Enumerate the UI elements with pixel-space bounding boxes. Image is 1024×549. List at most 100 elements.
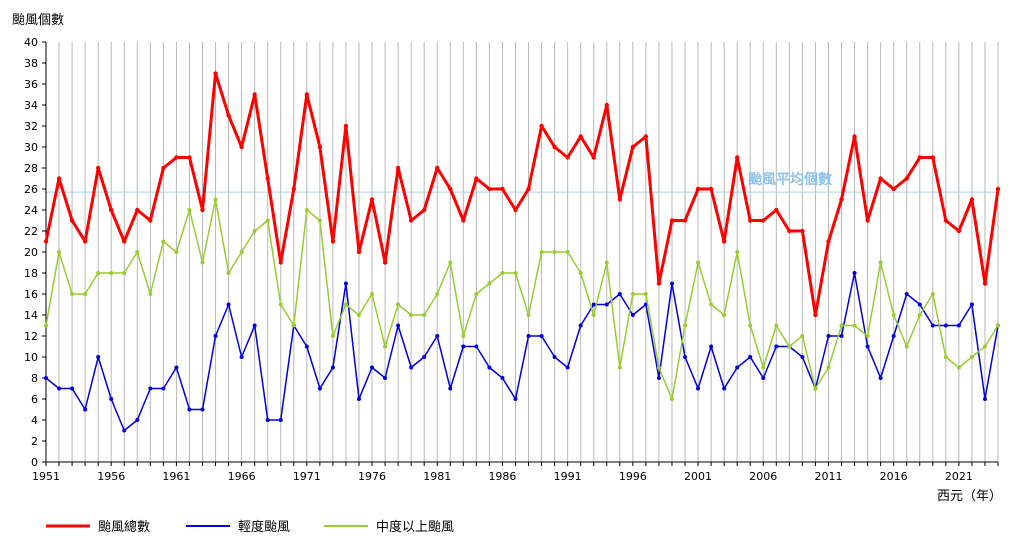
- data-point: [330, 365, 335, 370]
- data-point: [539, 250, 544, 254]
- data-point: [969, 355, 974, 359]
- data-point: [930, 323, 935, 328]
- series-line: [44, 72, 1000, 317]
- data-point: [370, 292, 375, 296]
- data-point: [891, 313, 896, 317]
- y-tick-label: 36: [24, 78, 38, 91]
- x-tick-label: 1956: [97, 470, 125, 483]
- data-point: [604, 302, 609, 307]
- data-point: [317, 218, 322, 223]
- x-tick-label: 1961: [162, 470, 190, 483]
- data-point: [474, 344, 479, 349]
- data-point: [500, 271, 505, 275]
- data-point: [969, 197, 975, 202]
- data-point: [826, 239, 831, 244]
- data-point: [526, 313, 531, 317]
- data-point: [56, 176, 62, 181]
- series-1: [43, 71, 1001, 318]
- data-point: [852, 271, 857, 275]
- data-point: [604, 102, 609, 108]
- data-point: [161, 165, 166, 171]
- data-point: [317, 386, 322, 391]
- data-point: [291, 186, 296, 192]
- data-point: [330, 334, 335, 338]
- data-point: [239, 355, 244, 359]
- data-point: [109, 207, 114, 213]
- data-point: [995, 186, 1001, 192]
- data-point: [95, 165, 101, 171]
- x-tick-label: 1966: [228, 470, 256, 483]
- data-point: [982, 281, 988, 286]
- data-point: [826, 334, 831, 338]
- data-point: [161, 239, 166, 244]
- data-point: [839, 197, 844, 202]
- data-point: [709, 302, 714, 307]
- y-tick-label: 12: [24, 330, 38, 343]
- data-point: [669, 397, 674, 401]
- data-point: [787, 344, 792, 349]
- x-tick-label: 1951: [32, 470, 60, 483]
- data-point: [565, 365, 570, 370]
- data-point: [917, 302, 922, 307]
- data-point: [891, 334, 896, 338]
- data-point: [787, 228, 792, 234]
- data-point: [213, 334, 218, 338]
- data-point: [82, 239, 88, 244]
- data-point: [500, 186, 505, 192]
- data-point: [174, 250, 179, 254]
- data-point: [265, 218, 270, 223]
- y-tick-label: 28: [24, 162, 38, 175]
- data-point: [356, 249, 362, 255]
- y-tick-label: 20: [24, 246, 38, 259]
- data-point: [604, 260, 609, 265]
- data-point: [722, 386, 727, 391]
- data-point: [200, 407, 205, 412]
- legend: 颱風總數 輕度颱風 中度以上颱風: [46, 519, 454, 535]
- data-point: [669, 218, 675, 223]
- x-tick-label: 2021: [945, 470, 973, 483]
- data-point: [969, 302, 974, 307]
- data-point: [904, 176, 909, 181]
- data-point: [630, 292, 635, 296]
- x-tick-label: 2011: [814, 470, 842, 483]
- data-point: [174, 365, 179, 370]
- data-point: [122, 239, 127, 244]
- data-point: [96, 271, 101, 275]
- series-3: [44, 197, 1000, 401]
- data-point: [265, 176, 270, 181]
- data-point: [187, 208, 192, 212]
- data-point: [409, 365, 414, 370]
- data-point: [565, 250, 570, 254]
- data-point: [291, 323, 296, 328]
- data-point: [356, 397, 361, 401]
- data-point: [695, 186, 701, 192]
- data-point: [930, 292, 935, 296]
- data-point: [748, 323, 753, 328]
- data-point: [800, 355, 805, 359]
- x-axis-label: 西元（年）: [937, 489, 1002, 504]
- data-point: [474, 176, 479, 181]
- data-point: [917, 313, 922, 317]
- data-point: [396, 302, 401, 307]
- data-point: [748, 355, 753, 359]
- data-point: [383, 344, 388, 349]
- x-tick-label: 1981: [423, 470, 451, 483]
- data-point: [708, 186, 714, 192]
- data-point: [865, 334, 870, 338]
- data-point: [448, 186, 453, 192]
- data-point: [226, 113, 231, 118]
- y-tick-label: 18: [24, 267, 38, 280]
- data-point: [800, 334, 805, 338]
- data-point: [422, 355, 427, 359]
- data-point: [396, 323, 401, 328]
- data-point: [226, 271, 231, 275]
- data-point: [552, 250, 557, 254]
- data-point: [278, 418, 283, 422]
- data-point: [865, 218, 870, 223]
- data-point: [369, 197, 375, 202]
- data-point: [956, 228, 962, 234]
- average-label: 颱風平均個數: [748, 171, 832, 188]
- data-point: [109, 397, 114, 401]
- data-point: [839, 323, 844, 328]
- data-point: [735, 250, 740, 254]
